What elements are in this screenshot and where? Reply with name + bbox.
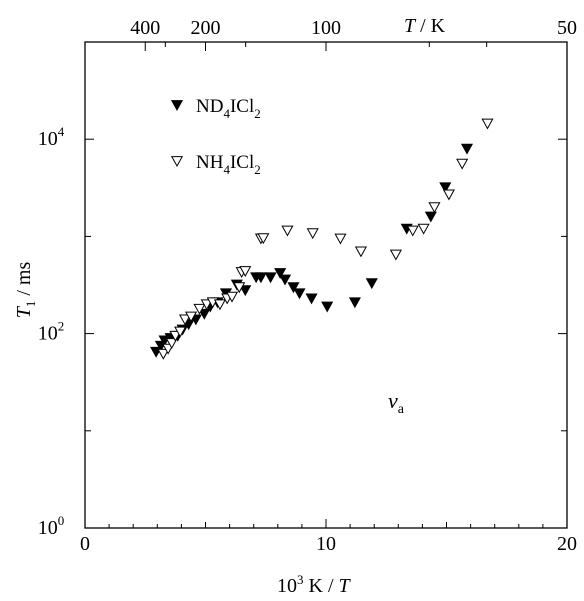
- top-tick-label: 100: [311, 17, 341, 39]
- data-marks: [150, 118, 494, 360]
- x-tick-label: 0: [80, 533, 90, 555]
- point-nh4icl2: [213, 299, 227, 311]
- point-nh4icl2: [225, 291, 239, 303]
- point-nd4icl2: [305, 293, 318, 305]
- point-nh4icl2: [417, 223, 430, 235]
- point-nd4icl2: [293, 288, 306, 300]
- y-tick-label: 100: [38, 513, 65, 539]
- legend-marker-nh4icl2: [170, 156, 184, 167]
- legend-marker-open-triangle: [170, 156, 184, 167]
- point-nh4icl2: [456, 158, 469, 170]
- point-nh4icl2: [428, 202, 441, 214]
- legend-marker-nd4icl2: [170, 100, 184, 111]
- top-tick-label: 200: [191, 17, 221, 39]
- legend-marker-filled-triangle: [170, 100, 184, 111]
- y-tick-label: 102: [38, 319, 65, 345]
- point-nh4icl2: [281, 225, 294, 237]
- point-nh4icl2: [239, 266, 252, 278]
- annotation-nu-a: νa: [388, 388, 405, 417]
- point-nh4icl2: [157, 348, 170, 360]
- x-axis-label: 103 K / T: [277, 572, 352, 597]
- point-nd4icl2: [287, 282, 300, 294]
- point-nh4icl2: [354, 246, 367, 258]
- point-nd4icl2: [278, 274, 292, 286]
- point-nd4icl2: [424, 211, 437, 223]
- point-nd4icl2: [365, 278, 378, 290]
- point-nd4icl2: [239, 285, 252, 297]
- point-nh4icl2: [406, 225, 419, 237]
- point-nh4icl2: [389, 249, 402, 261]
- point-nd4icl2: [254, 272, 267, 284]
- top-tick-label: 50: [557, 17, 577, 39]
- x-tick-label: 20: [557, 533, 577, 555]
- legend-label-nh4icl2: NH4ICl2: [196, 152, 261, 177]
- point-nd4icl2: [321, 301, 334, 313]
- y-tick-label: 104: [38, 124, 65, 150]
- y-axis-label: T1 / ms: [13, 262, 38, 319]
- point-nh4icl2: [233, 282, 246, 294]
- top-axis-label: T / K: [404, 15, 446, 37]
- point-nh4icl2: [334, 233, 347, 245]
- point-nh4icl2: [184, 311, 198, 323]
- plot-frame: [84, 41, 568, 529]
- point-nd4icl2: [460, 143, 474, 155]
- legend-label-nd4icl2: ND4ICl2: [196, 96, 261, 121]
- point-nh4icl2: [178, 314, 192, 326]
- point-nd4icl2: [264, 272, 277, 284]
- top-tick-label: 400: [130, 17, 160, 39]
- point-nd4icl2: [348, 297, 361, 309]
- axes: 0 10 20 400 200 100 50 100 102 104: [38, 17, 577, 555]
- point-nh4icl2: [174, 326, 187, 338]
- point-nh4icl2: [169, 330, 182, 342]
- point-nd4icl2: [274, 268, 287, 279]
- point-nh4icl2: [193, 303, 206, 315]
- point-nd4icl2: [439, 182, 452, 194]
- x-tick-label: 10: [316, 533, 336, 555]
- legend: ND4ICl2 NH4ICl2: [170, 96, 261, 177]
- point-nh4icl2: [306, 228, 319, 240]
- point-nh4icl2: [442, 189, 455, 201]
- point-nh4icl2: [200, 299, 213, 311]
- point-nh4icl2: [481, 118, 494, 130]
- point-nh4icl2: [165, 338, 178, 349]
- point-nd4icl2: [198, 308, 211, 320]
- point-nh4icl2: [257, 233, 270, 245]
